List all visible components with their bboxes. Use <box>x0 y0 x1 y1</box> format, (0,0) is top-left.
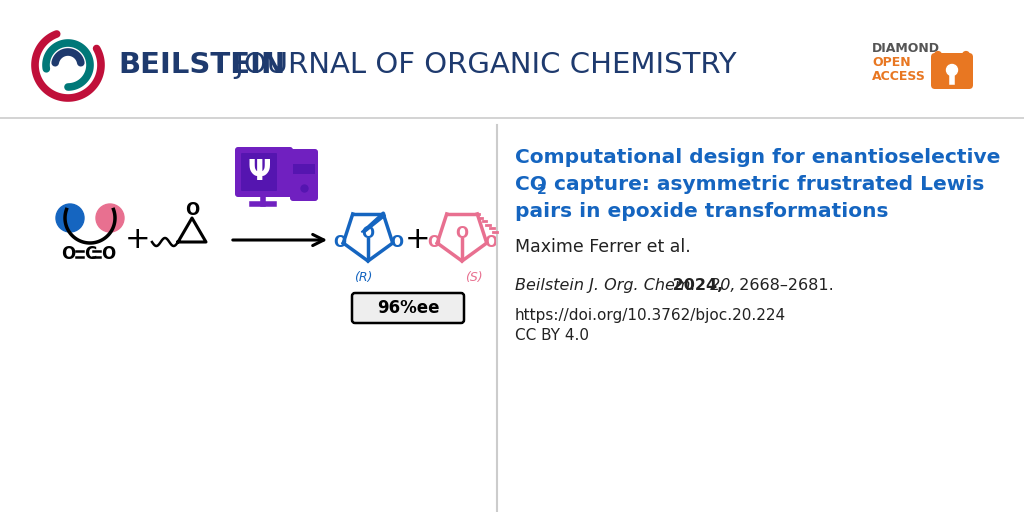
Text: (R): (R) <box>354 270 372 284</box>
Text: Ψ: Ψ <box>247 158 270 186</box>
Text: JOURNAL OF ORGANIC CHEMISTRY: JOURNAL OF ORGANIC CHEMISTRY <box>226 51 736 79</box>
Text: 20,: 20, <box>705 278 735 293</box>
Text: https://doi.org/10.3762/bjoc.20.224: https://doi.org/10.3762/bjoc.20.224 <box>515 308 786 323</box>
Text: 96%ee: 96%ee <box>377 299 439 317</box>
Text: O: O <box>456 225 469 241</box>
Text: OPEN: OPEN <box>872 55 910 69</box>
Circle shape <box>946 65 957 75</box>
Circle shape <box>96 204 124 232</box>
FancyBboxPatch shape <box>293 164 315 174</box>
Text: O: O <box>101 245 115 263</box>
Text: O: O <box>427 234 439 249</box>
Text: +: + <box>125 225 151 254</box>
Text: 2668–2681.: 2668–2681. <box>729 278 834 293</box>
Text: CO: CO <box>515 175 547 194</box>
Text: 2: 2 <box>537 183 547 197</box>
FancyBboxPatch shape <box>931 53 973 89</box>
FancyBboxPatch shape <box>241 153 278 191</box>
Text: O: O <box>361 225 375 241</box>
Text: capture: asymmetric frustrated Lewis: capture: asymmetric frustrated Lewis <box>547 175 984 194</box>
Text: pairs in epoxide transformations: pairs in epoxide transformations <box>515 202 889 221</box>
FancyBboxPatch shape <box>234 147 293 197</box>
Text: CC BY 4.0: CC BY 4.0 <box>515 328 589 343</box>
Text: C: C <box>84 245 96 263</box>
Text: (S): (S) <box>465 270 482 284</box>
Circle shape <box>56 204 84 232</box>
Text: BEILSTEIN: BEILSTEIN <box>118 51 286 79</box>
FancyBboxPatch shape <box>352 293 464 323</box>
Text: Computational design for enantioselective: Computational design for enantioselectiv… <box>515 148 1000 167</box>
Text: Maxime Ferrer et al.: Maxime Ferrer et al. <box>515 238 691 256</box>
Text: O: O <box>484 234 498 249</box>
Text: O: O <box>185 201 199 219</box>
Text: 2024,: 2024, <box>667 278 723 293</box>
Text: +: + <box>406 225 431 254</box>
Text: O: O <box>60 245 75 263</box>
Text: O: O <box>390 234 403 249</box>
FancyBboxPatch shape <box>290 149 318 201</box>
Polygon shape <box>361 212 385 232</box>
Text: DIAMOND: DIAMOND <box>872 41 940 54</box>
Text: Beilstein J. Org. Chem.: Beilstein J. Org. Chem. <box>515 278 695 293</box>
Text: O: O <box>333 234 346 249</box>
Text: ACCESS: ACCESS <box>872 70 926 82</box>
